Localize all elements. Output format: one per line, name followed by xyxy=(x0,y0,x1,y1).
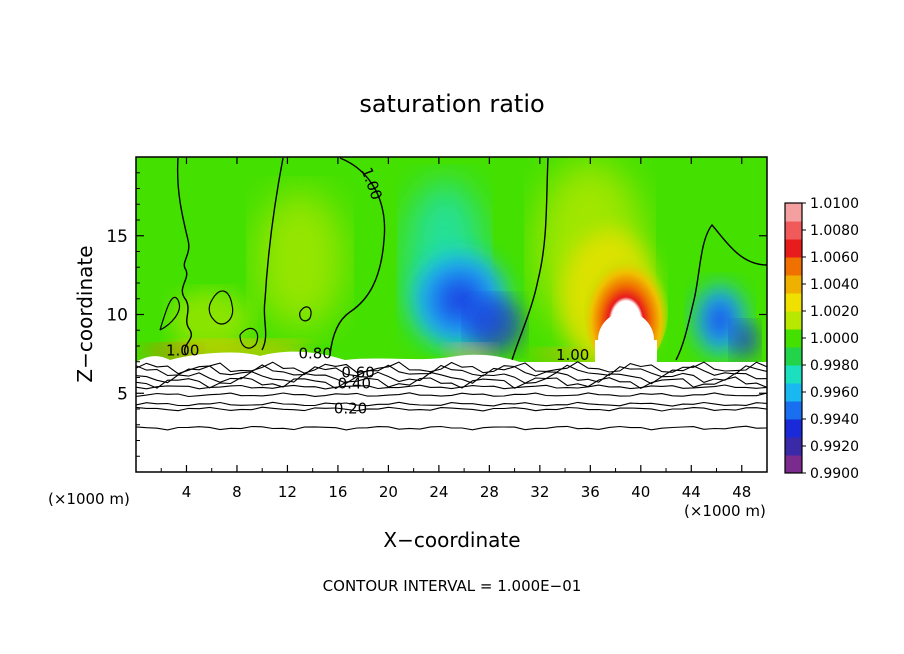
x-axis-label: X−coordinate xyxy=(383,528,520,552)
colorbar-swatch xyxy=(785,203,802,222)
x-tick-label: 24 xyxy=(429,483,448,501)
chart-title: saturation ratio xyxy=(359,90,544,118)
colorbar-swatch xyxy=(785,239,802,258)
x-unit-left: (×1000 m) xyxy=(48,490,130,508)
colorbar-swatch xyxy=(785,455,802,474)
contour-1.00-mid xyxy=(261,157,284,351)
contour-1.00-right xyxy=(511,157,549,361)
contour-0.50 xyxy=(136,384,767,390)
colorbar-swatch xyxy=(785,311,802,330)
colorbar-label: 0.9920 xyxy=(810,439,859,455)
colorbar-swatch xyxy=(785,275,802,294)
colorbar-label: 1.0080 xyxy=(810,223,859,239)
colorbar-label: 0.9960 xyxy=(810,385,859,401)
y-tick-label: 15 xyxy=(106,227,128,247)
x-tick-label: 36 xyxy=(581,483,600,501)
contour-0.20 xyxy=(136,406,767,412)
contour-interval-note: CONTOUR INTERVAL = 1.000E−01 xyxy=(323,577,582,595)
contour-1.00-upper xyxy=(329,157,386,356)
contour-0.10 xyxy=(136,425,767,431)
x-tick-label: 20 xyxy=(379,483,398,501)
contour-0.60 xyxy=(136,376,767,390)
x-ticks: 4 8 12 16 20 24 28 32 36 40 44 48 xyxy=(160,157,751,501)
colorbar-swatch xyxy=(785,293,802,312)
contour-0.90 xyxy=(136,361,767,375)
colorbar-label: 1.0000 xyxy=(810,331,859,347)
lower-contours xyxy=(136,361,767,431)
colorbar-label: 1.0020 xyxy=(810,304,859,320)
y-axis-label: Z−coordinate xyxy=(73,245,97,382)
colorbar-swatch xyxy=(785,383,802,402)
x-tick-label: 4 xyxy=(182,483,192,501)
colorbar-label: 0.9940 xyxy=(810,412,859,428)
contour-lines xyxy=(159,157,767,361)
contour-0.30 xyxy=(136,401,767,407)
colorbar-swatch xyxy=(785,365,802,384)
colorbar: 1.0100 1.0080 1.0060 1.0040 1.0020 1.0000 0.99… xyxy=(784,196,859,482)
x-tick-label: 40 xyxy=(631,483,650,501)
colorbar-label: 1.0100 xyxy=(810,196,859,212)
colorbar-swatch xyxy=(785,401,802,420)
x-tick-label: 12 xyxy=(278,483,297,501)
contour-1.00-left xyxy=(176,157,193,356)
x-tick-label: 32 xyxy=(530,483,549,501)
colorbar-label: 0.9900 xyxy=(810,466,859,482)
colorbar-label: 1.0040 xyxy=(810,277,859,293)
contour-0.70 xyxy=(136,371,767,385)
colorbar-swatch xyxy=(785,257,802,276)
x-tick-label: 16 xyxy=(328,483,347,501)
colorbar-swatch xyxy=(785,347,802,366)
colorbar-label: 0.9980 xyxy=(810,358,859,374)
contour-label: 0.80 xyxy=(299,345,332,363)
y-tick-label: 10 xyxy=(106,306,128,326)
colorbar-swatch xyxy=(785,329,802,348)
x-tick-label: 48 xyxy=(732,483,751,501)
contour-label: 1.00 xyxy=(166,341,199,359)
y-ticks: 5 10 15 xyxy=(106,172,767,457)
x-tick-label: 44 xyxy=(682,483,701,501)
x-unit-right: (×1000 m) xyxy=(684,502,766,520)
contour-label: 0.20 xyxy=(334,400,367,418)
colorbar-swatch xyxy=(785,437,802,456)
contour-label: 0.40 xyxy=(338,375,371,393)
contour-1.00-far-right xyxy=(675,223,767,361)
field-anomalies xyxy=(140,160,759,370)
contour-label: 1.00 xyxy=(556,346,589,364)
contour-label: 0.60 xyxy=(341,364,374,382)
plot-area: 1.001.001.000.800.600.400.20 4 8 12 16 20 24 2… xyxy=(106,156,768,501)
colorbar-swatch xyxy=(785,419,802,438)
contour-0.40 xyxy=(136,392,767,398)
x-tick-label: 28 xyxy=(480,483,499,501)
x-tick-label: 8 xyxy=(232,483,242,501)
colorbar-label: 1.0060 xyxy=(810,250,859,266)
colorbar-swatch xyxy=(785,221,802,240)
y-tick-label: 5 xyxy=(117,384,128,404)
